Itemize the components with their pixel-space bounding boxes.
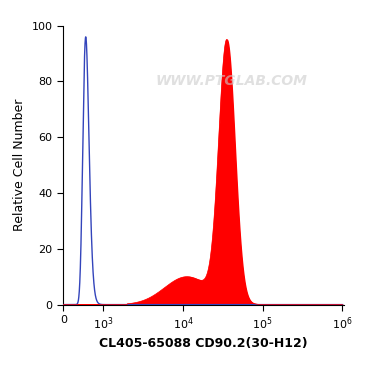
Y-axis label: Relative Cell Number: Relative Cell Number xyxy=(13,99,26,231)
Text: WWW.PTGLAB.COM: WWW.PTGLAB.COM xyxy=(156,75,307,88)
X-axis label: CL405-65088 CD90.2(30-H12): CL405-65088 CD90.2(30-H12) xyxy=(99,337,308,350)
